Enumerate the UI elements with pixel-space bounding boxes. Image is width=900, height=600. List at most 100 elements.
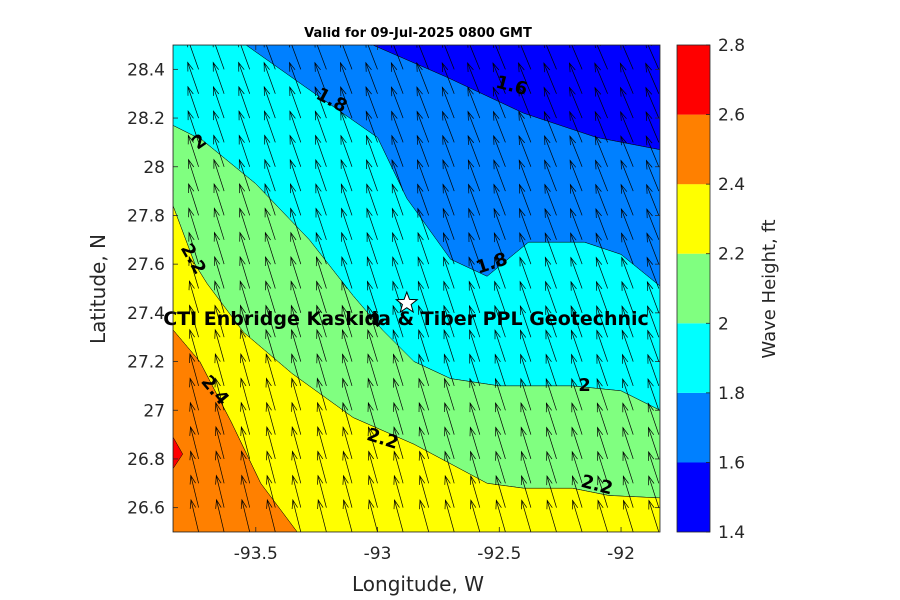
- arrow-head: [594, 135, 602, 146]
- wave-arrow: [444, 426, 455, 459]
- arrow-head: [543, 62, 551, 73]
- wave-arrow: [314, 110, 327, 143]
- wave-arrow: [300, 45, 301, 46]
- arrow-shaft: [445, 500, 455, 532]
- wave-arrow: [316, 328, 327, 362]
- wave-arrow: [317, 474, 327, 508]
- arrow-head: [571, 426, 578, 437]
- arrow-head: [392, 231, 399, 242]
- wave-arrow: [519, 183, 532, 216]
- wave-arrow: [240, 353, 251, 386]
- wave-arrow: [173, 384, 174, 386]
- wave-arrow: [391, 86, 404, 119]
- arrow-head: [646, 232, 653, 243]
- wave-arrow: [393, 377, 404, 411]
- arrow-shaft: [570, 330, 583, 362]
- arrow-head: [467, 61, 474, 73]
- wave-arrow: [467, 61, 481, 94]
- arrow-shaft: [570, 281, 583, 314]
- arrow-head: [494, 256, 501, 267]
- arrow-shaft: [292, 451, 302, 484]
- arrow-shaft: [317, 475, 327, 508]
- arrow-head: [165, 500, 171, 509]
- arrow-head: [493, 207, 500, 218]
- arrow-head: [595, 232, 602, 243]
- wave-arrow: [595, 232, 608, 265]
- wave-arrow: [469, 329, 481, 362]
- wave-arrow: [545, 329, 557, 362]
- arrow-shaft: [214, 232, 225, 265]
- wave-arrow: [622, 426, 634, 460]
- arrow-shaft: [366, 159, 378, 192]
- arrow-shaft: [162, 14, 173, 45]
- arrow-shaft: [468, 184, 481, 216]
- wave-arrow: [518, 110, 532, 143]
- arrow-shaft: [266, 378, 276, 411]
- arrow-head: [544, 183, 551, 194]
- arrow-head: [214, 304, 221, 315]
- arrow-head: [163, 233, 168, 242]
- arrow-head: [187, 61, 194, 72]
- arrow-shaft: [493, 160, 506, 192]
- wave-arrow: [265, 280, 276, 314]
- wave-arrow: [546, 499, 557, 532]
- wave-arrow: [366, 256, 378, 289]
- arrow-shaft: [264, 232, 276, 265]
- arrow-head: [520, 353, 527, 364]
- wave-arrow: [620, 135, 634, 167]
- arrow-head: [520, 450, 527, 461]
- arrow-shaft: [341, 305, 353, 338]
- arrow-head: [648, 450, 655, 461]
- arrow-shaft: [265, 45, 276, 70]
- wave-arrow: [494, 353, 506, 387]
- wave-arrow: [213, 134, 225, 167]
- arrow-shaft: [173, 287, 174, 289]
- arrow-shaft: [648, 500, 660, 532]
- wave-arrow: [468, 256, 481, 289]
- arrow-head: [238, 14, 244, 23]
- arrow-head: [189, 353, 196, 364]
- arrow-shaft: [238, 62, 251, 94]
- wave-arrow: [213, 182, 225, 216]
- arrow-head: [469, 474, 476, 485]
- arrow-shaft: [216, 499, 225, 532]
- arrow-head: [544, 232, 552, 243]
- arrow-head: [442, 207, 449, 218]
- arrow-head: [647, 402, 654, 413]
- wave-arrow: [570, 207, 583, 240]
- arrow-shaft: [266, 475, 276, 508]
- arrow-head: [265, 426, 272, 437]
- arrow-shaft: [367, 354, 378, 387]
- wave-arrow: [418, 401, 430, 435]
- wave-arrow: [544, 183, 557, 216]
- arrow-head: [238, 134, 245, 145]
- arrow-head: [393, 377, 400, 388]
- arrow-shaft: [289, 159, 302, 192]
- arrow-shaft: [444, 378, 455, 411]
- arrow-shaft: [417, 208, 430, 240]
- arrow-shaft: [241, 451, 251, 484]
- wave-arrow: [467, 86, 481, 119]
- arrow-head: [187, 14, 193, 23]
- arrow-shaft: [581, 45, 583, 46]
- arrow-shaft: [238, 86, 251, 119]
- arrow-shaft: [393, 427, 404, 459]
- wave-arrow: [519, 256, 532, 289]
- wave-arrow: [620, 183, 634, 216]
- colorbar-tick-label: 2.8: [718, 36, 745, 56]
- arrow-shaft: [545, 45, 557, 70]
- wave-arrow: [340, 134, 353, 167]
- colorbar-segment: [677, 392, 710, 463]
- arrow-head: [366, 207, 373, 218]
- arrow-head: [495, 450, 502, 461]
- arrow-shaft: [646, 281, 660, 314]
- wave-arrow: [520, 377, 532, 411]
- arrow-head: [263, 61, 270, 72]
- wave-arrow: [571, 353, 583, 387]
- wave-arrow: [238, 110, 251, 143]
- arrow-head: [188, 231, 195, 242]
- arrow-shaft: [173, 433, 174, 435]
- arrow-shaft: [493, 111, 506, 143]
- wave-arrow: [417, 280, 430, 314]
- arrow-head: [596, 280, 603, 291]
